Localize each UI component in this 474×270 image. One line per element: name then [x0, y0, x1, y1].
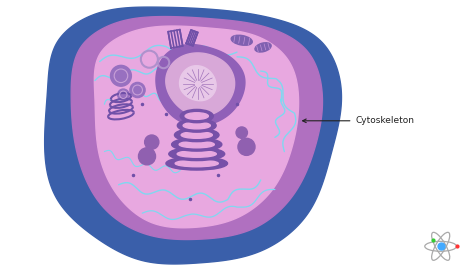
Ellipse shape [177, 151, 216, 157]
Ellipse shape [181, 132, 212, 138]
Ellipse shape [180, 109, 213, 123]
Polygon shape [156, 45, 245, 126]
Circle shape [145, 135, 159, 149]
Ellipse shape [169, 147, 225, 161]
Ellipse shape [172, 138, 222, 151]
Polygon shape [94, 26, 299, 228]
Circle shape [236, 127, 247, 138]
Polygon shape [166, 53, 235, 116]
Ellipse shape [175, 160, 219, 167]
Ellipse shape [185, 113, 209, 119]
Polygon shape [180, 66, 216, 101]
Circle shape [138, 148, 155, 165]
Circle shape [238, 138, 255, 155]
Circle shape [110, 65, 131, 86]
Text: Cytoskeleton: Cytoskeleton [302, 116, 414, 125]
Ellipse shape [174, 128, 219, 142]
Ellipse shape [177, 119, 216, 132]
Ellipse shape [183, 122, 210, 129]
Circle shape [130, 82, 145, 97]
Ellipse shape [166, 157, 228, 170]
Polygon shape [71, 16, 322, 239]
Ellipse shape [255, 43, 271, 52]
Circle shape [118, 89, 129, 100]
Ellipse shape [231, 35, 252, 45]
Ellipse shape [179, 141, 214, 148]
Polygon shape [45, 7, 341, 264]
